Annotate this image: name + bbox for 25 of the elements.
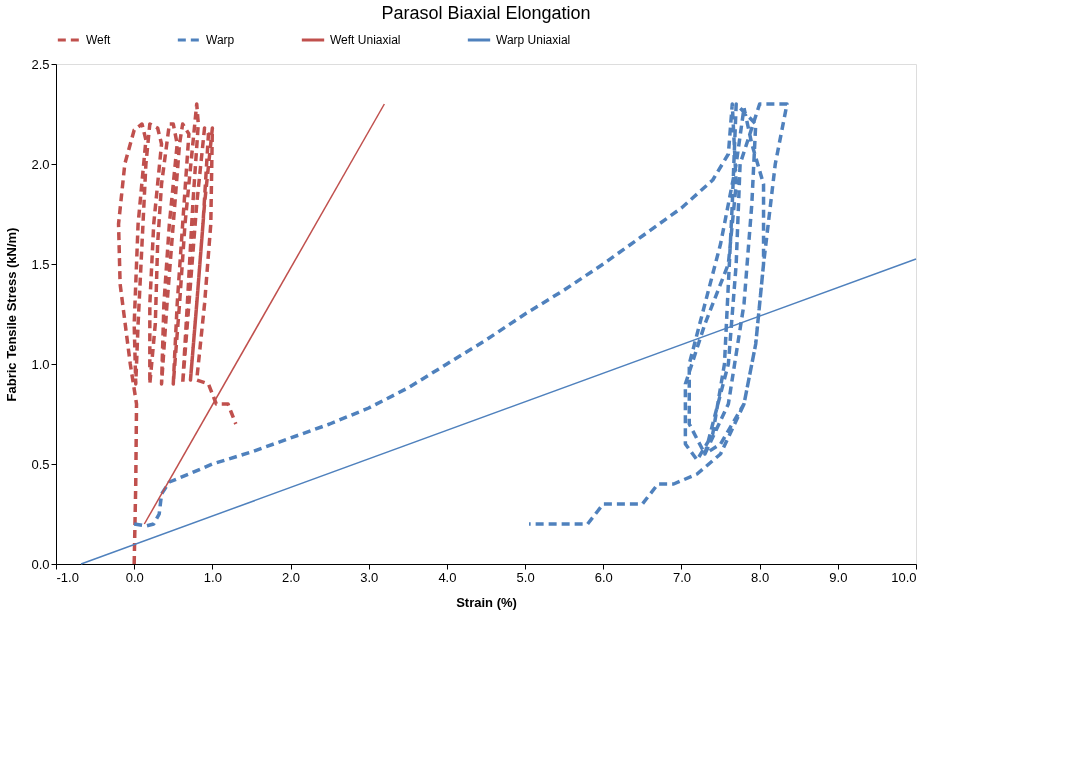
- x-tick-label: 2.0: [282, 569, 301, 585]
- chart-title: Parasol Biaxial Elongation: [381, 3, 591, 23]
- x-axis-title: Strain (%): [456, 594, 517, 610]
- legend-label: Warp: [206, 33, 235, 47]
- x-tick-label: 1.0: [203, 569, 222, 585]
- x-tick-label: -1.0: [56, 569, 79, 585]
- x-tick-label: 3.0: [360, 569, 379, 585]
- y-axis-title: Fabric Tensile Stress (kN/m): [4, 227, 20, 402]
- y-tick-label: 2.0: [31, 156, 50, 172]
- y-tick-label: 0.0: [31, 556, 50, 572]
- x-tick-label: 0.0: [125, 569, 144, 585]
- x-tick-label: 10.0: [891, 569, 917, 585]
- x-tick-label: 7.0: [672, 569, 691, 585]
- legend-label: Weft Uniaxial: [330, 33, 401, 47]
- x-tick-label: 6.0: [594, 569, 613, 585]
- y-tick-label: 2.5: [31, 56, 50, 72]
- legend-label: Warp Uniaxial: [496, 33, 571, 47]
- y-tick-label: 0.5: [31, 456, 50, 472]
- x-tick-label: 4.0: [438, 569, 457, 585]
- x-tick-label: 8.0: [751, 569, 770, 585]
- x-tick-label: 9.0: [829, 569, 848, 585]
- x-tick-label: 5.0: [516, 569, 535, 585]
- y-tick-label: 1.5: [31, 256, 50, 272]
- legend-label: Weft: [86, 33, 112, 47]
- y-tick-label: 1.0: [31, 356, 50, 372]
